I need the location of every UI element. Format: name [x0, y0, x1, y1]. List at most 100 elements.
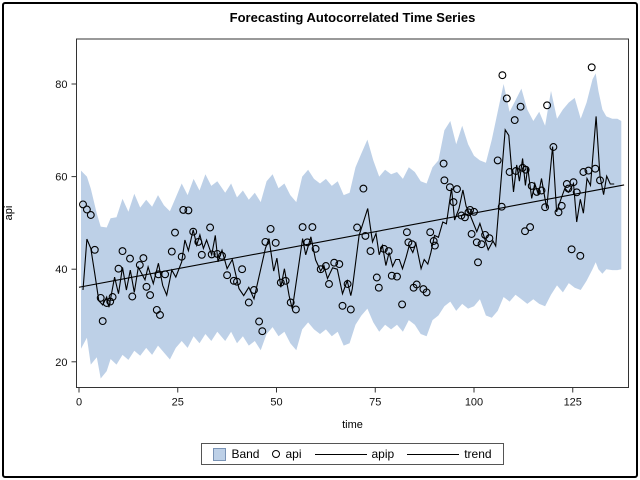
apip-line-sample-icon — [314, 453, 367, 455]
api-point — [526, 223, 535, 232]
api-point — [346, 305, 355, 314]
api-point — [96, 293, 105, 302]
api-point — [497, 202, 506, 211]
api-point — [567, 245, 576, 254]
x-axis-label: time — [342, 419, 363, 431]
api-point — [412, 280, 421, 289]
api-point — [453, 185, 461, 194]
api-point — [516, 102, 525, 111]
apip-line — [82, 116, 615, 310]
y-tick-label: 80 — [55, 79, 67, 91]
legend: Band api apip trend — [76, 443, 629, 465]
legend-label-api: api — [285, 447, 302, 461]
legend-label-apip: apip — [371, 447, 395, 461]
api-point — [541, 203, 550, 212]
api-point — [579, 168, 588, 176]
api-point — [266, 224, 275, 233]
api-point — [271, 238, 280, 247]
legend-box: Band api apip trend — [201, 443, 504, 465]
api-point — [557, 201, 566, 210]
api-point — [472, 238, 481, 247]
api-point — [276, 278, 285, 287]
legend-label-trend: trend — [464, 447, 492, 461]
api-point — [474, 258, 482, 267]
api-point — [206, 223, 215, 232]
api-point — [429, 237, 438, 245]
api-point — [532, 187, 541, 196]
api-point — [430, 241, 439, 250]
api-point — [477, 240, 486, 249]
api-point — [218, 251, 226, 260]
api-point — [128, 292, 137, 301]
api-point — [502, 94, 511, 103]
api-point — [537, 186, 546, 195]
trend-line — [78, 184, 625, 288]
api-point — [106, 297, 115, 306]
api-point — [543, 101, 552, 110]
api-point — [281, 276, 290, 285]
api-point — [372, 273, 381, 282]
api-point — [449, 198, 458, 207]
api-point — [177, 252, 186, 261]
api-point — [321, 262, 330, 270]
api-point — [587, 63, 596, 72]
api-point — [440, 176, 449, 185]
legend-item-api: api — [272, 447, 302, 461]
api-point — [118, 247, 127, 256]
api-point — [422, 288, 431, 297]
api-point — [207, 250, 216, 259]
api-point — [223, 271, 232, 280]
api-point — [261, 237, 270, 246]
trend-line-sample-icon — [407, 453, 460, 455]
x-tick-label: 50 — [270, 397, 282, 409]
api-point — [393, 272, 401, 281]
x-tick-label: 0 — [76, 397, 82, 409]
api-point — [470, 207, 478, 216]
api-point — [374, 283, 383, 292]
legend-item-band: Band — [213, 447, 259, 461]
api-point — [439, 159, 448, 168]
api-point — [142, 282, 151, 291]
api-point — [184, 206, 193, 215]
api-point — [233, 277, 241, 286]
api-point — [510, 116, 519, 125]
api-point — [564, 184, 573, 193]
api-point — [338, 301, 347, 310]
api-point — [255, 317, 264, 326]
api-point — [387, 271, 396, 280]
api-point — [167, 247, 176, 256]
api-point — [213, 249, 222, 258]
api-point — [161, 270, 170, 279]
y-tick-label: 40 — [55, 264, 67, 276]
api-point — [521, 227, 529, 236]
band-swatch-icon — [213, 447, 227, 461]
api-point — [343, 280, 352, 288]
api-point — [146, 291, 155, 300]
api-point — [569, 178, 578, 187]
api-point — [79, 200, 87, 209]
api-point — [135, 261, 144, 269]
api-point — [398, 300, 407, 309]
api-point — [189, 227, 198, 236]
api-point — [402, 228, 411, 237]
api-point — [98, 317, 107, 326]
api-point — [86, 211, 95, 219]
api-point — [366, 247, 375, 256]
api-point — [286, 298, 295, 307]
api-point — [229, 276, 238, 285]
api-point — [244, 298, 253, 307]
api-point — [194, 237, 203, 246]
api-point — [330, 258, 339, 267]
legend-item-trend: trend — [407, 447, 492, 461]
x-tick-label: 100 — [465, 397, 483, 409]
api-point — [102, 299, 111, 307]
api-point — [126, 254, 134, 263]
x-tick-label: 125 — [564, 397, 582, 409]
legend-item-apip: apip — [314, 447, 395, 461]
api-point — [335, 260, 344, 269]
plot-frame — [76, 38, 629, 388]
api-point — [90, 245, 99, 254]
api-point — [359, 184, 368, 193]
